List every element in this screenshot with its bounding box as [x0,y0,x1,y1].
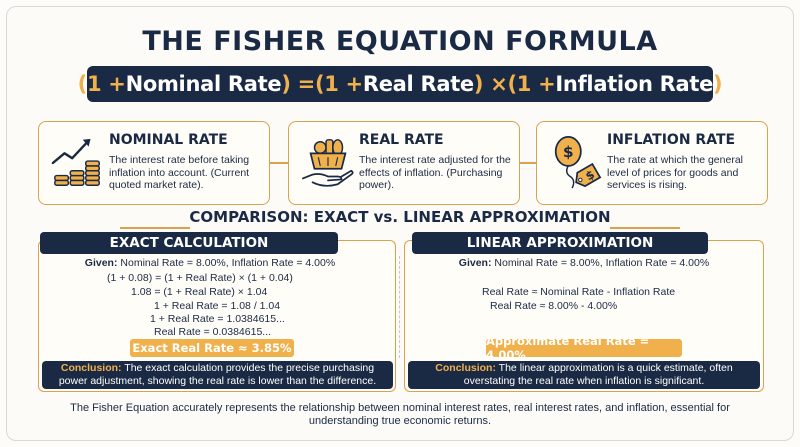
formula-operator: ) = [281,72,315,96]
formula-paren: (1 + [77,72,126,96]
formula-paren: ) [713,72,723,96]
comparison-title: COMPARISON: EXACT vs. LINEAR APPROXIMATI… [189,208,611,226]
price-tag-balloon-icon: $ $ [554,136,602,189]
comparison-rule [120,227,190,229]
linear-conclusion: Conclusion: The linear approximation is … [408,361,760,389]
card-connector [516,162,536,164]
card-real-rate: REAL RATE The interest rate adjusted for… [288,121,520,205]
card-nominal-rate: NOMINAL RATE The interest rate before ta… [38,121,270,205]
card-title: NOMINAL RATE [109,132,228,148]
linear-step: Real Rate ≈ 8.00% - 4.00% [490,300,618,312]
exact-conclusion: Conclusion: The exact calculation provid… [42,361,393,389]
exact-step: 1 + Real Rate = 1.08 / 1.04 [154,300,281,312]
formula-paren: (1 + [314,72,363,96]
linear-result-badge: Approximate Real Rate = 4.00% [486,334,682,362]
formula-paren: (1 + [507,72,556,96]
card-connector [268,162,288,164]
footer-summary: The Fisher Equation accurately represent… [70,402,730,427]
card-description: The interest rate before taking inflatio… [109,154,250,191]
exact-step: Real Rate = 0.0384615... [154,326,272,338]
card-description: The rate at which the general level of p… [607,154,743,191]
svg-text:$: $ [563,143,574,161]
exact-step: 1 + Real Rate = 1.0384615... [150,313,285,325]
exact-given: Given: Nominal Rate = 8.00%, Inflation R… [84,257,336,269]
exact-step: (1 + 0.08) = (1 + Real Rate) × (1 + 0.04… [107,272,293,284]
growth-coins-icon [51,138,100,186]
linear-panel-header: LINEAR APPROXIMATION [412,232,708,254]
formula-banner: (1 + Nominal Rate) = (1 + Real Rate) × (… [78,66,723,102]
formula-term-nominal: Nominal Rate [125,72,282,96]
comparison-rule [610,227,680,229]
exact-step: 1.08 = (1 + Real Rate) × 1.04 [131,286,268,298]
card-title: REAL RATE [359,132,444,148]
formula-operator: ) × [473,72,508,96]
card-title: INFLATION RATE [607,132,736,148]
groceries-hand-icon [301,139,354,187]
exact-result-badge: Exact Real Rate ≈ 3.85% [130,339,294,357]
linear-given: Given: Nominal Rate = 8.00%, Inflation R… [458,257,710,269]
formula-term-inflation: Inflation Rate [555,72,714,96]
panel-divider [399,256,400,358]
page-title: THE FISHER EQUATION FORMULA [142,26,658,57]
linear-step: Real Rate ≈ Nominal Rate - Inflation Rat… [482,286,676,298]
card-inflation-rate: $ $ INFLATION RATE The rate at which the… [536,121,768,205]
exact-panel-header: EXACT CALCULATION [40,232,338,254]
formula-term-real: Real Rate [362,72,474,96]
card-description: The interest rate adjusted for the effec… [359,154,511,191]
